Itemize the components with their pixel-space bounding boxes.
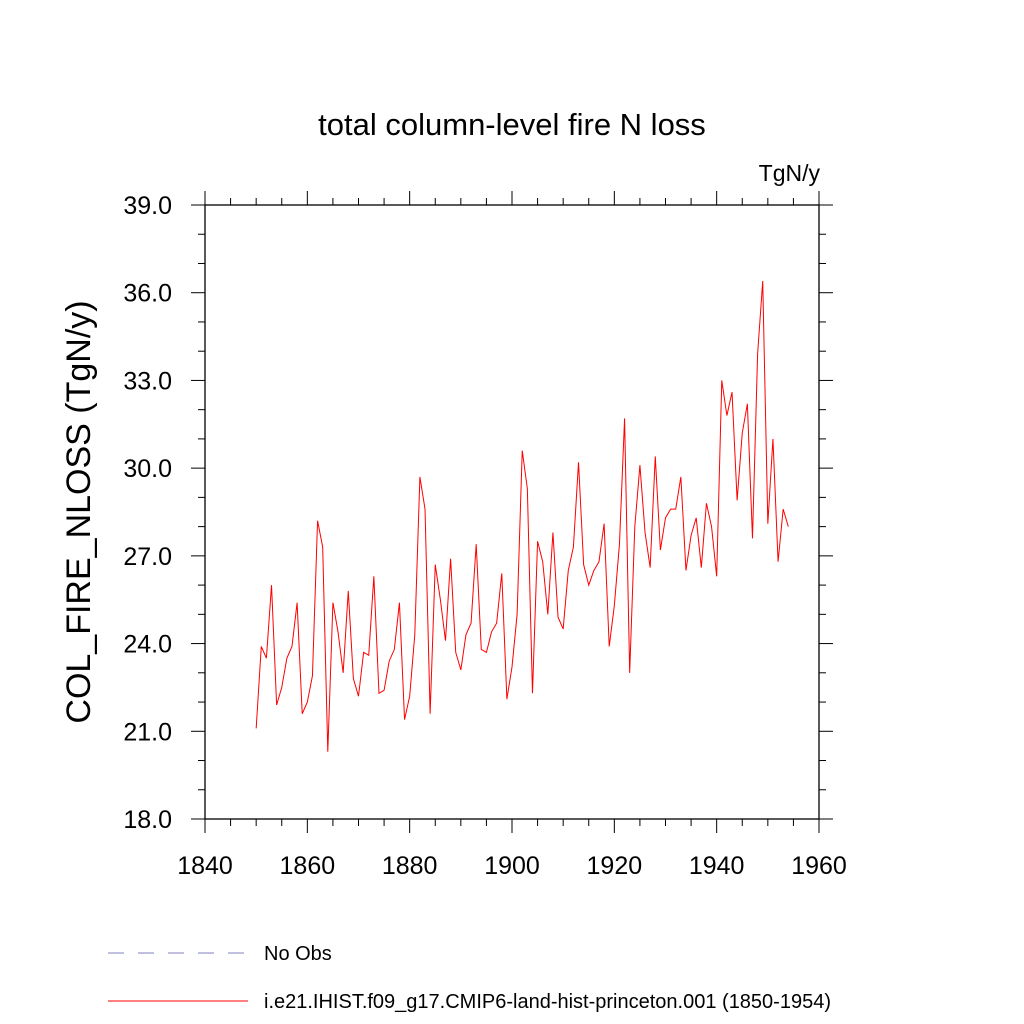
y-tick-label: 21.0 [123,718,172,746]
x-tick-label: 1880 [382,852,438,880]
legend-label-model: i.e21.IHIST.f09_g17.CMIP6-land-hist-prin… [264,991,831,1013]
y-tick-label: 30.0 [123,455,172,483]
x-tick-label: 1960 [791,852,847,880]
legend-label-no-obs: No Obs [264,943,332,965]
axis-ticks [191,191,833,833]
y-tick-label: 27.0 [123,543,172,571]
legend: No Obs i.e21.IHIST.f09_g17.CMIP6-land-hi… [108,943,831,1013]
series-lines [255,280,789,752]
y-tick-label: 39.0 [123,192,172,220]
y-tick-label: 36.0 [123,280,172,308]
x-tick-labels: 1840 1860 1880 1900 1920 1940 1960 [177,852,847,880]
x-tick-label: 1860 [280,852,336,880]
x-tick-label: 1920 [587,852,643,880]
x-tick-label: 1900 [484,852,540,880]
y-axis-label: COL_FIRE_NLOSS (TgN/y) [60,300,98,723]
y-tick-label: 24.0 [123,631,172,659]
x-tick-label: 1840 [177,852,233,880]
y-tick-label: 18.0 [123,806,172,834]
y-tick-labels: 18.0 21.0 24.0 27.0 30.0 33.0 36.0 39.0 [123,192,172,834]
x-tick-label: 1940 [689,852,745,880]
series-line-0 [255,280,789,752]
plot-frame [204,204,820,820]
units-label: TgN/y [759,160,821,186]
y-tick-label: 33.0 [123,367,172,395]
chart-title: total column-level fire N loss [318,107,706,142]
